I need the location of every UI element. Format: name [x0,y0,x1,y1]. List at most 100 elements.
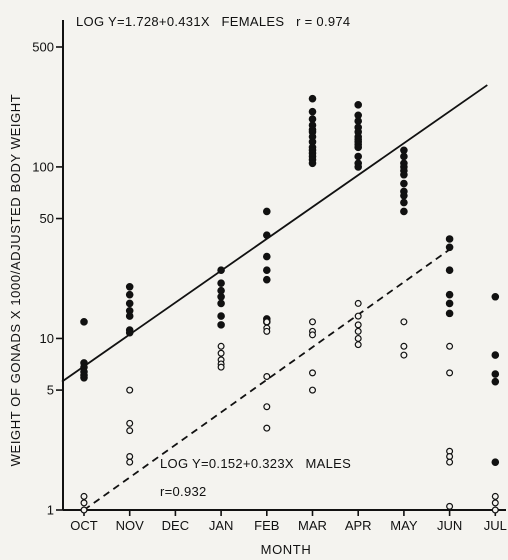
female-point [262,275,271,284]
male-point [400,351,408,359]
female-point [262,252,271,261]
data-points [80,94,500,514]
male-point [263,327,271,335]
female-point [354,163,363,171]
female-point [125,283,134,291]
male-point [354,341,362,349]
y-tick-label: 500 [32,40,54,55]
x-tick-label: MAR [298,518,327,533]
female-point [445,290,454,299]
female-point [217,292,225,301]
female-point [400,198,408,207]
male-point [309,369,317,377]
female-point [491,351,500,359]
y-tick-label: 100 [32,159,54,174]
male-point [263,403,271,411]
male-point [217,363,225,371]
x-ticks: OCT NOV DEC JAN FEB MAR APR MAY JUN JUL [70,510,507,533]
male-point [354,321,362,329]
female-point [217,321,225,329]
male-point [446,502,454,510]
male-point [217,349,225,357]
male-point [126,458,134,466]
female-point [400,152,408,161]
y-ticks: 1 5 10 50 100 500 [32,40,63,518]
female-point [400,146,408,155]
female-point [217,312,225,320]
female-point [400,170,408,179]
male-point [491,506,499,514]
female-point [445,235,454,243]
female-point [308,107,317,116]
y-tick-label: 10 [40,331,54,346]
male-point [263,373,271,381]
female-point [491,458,500,466]
x-axis-label: MONTH [261,542,312,557]
y-tick-label: 5 [47,383,54,398]
female-point [354,101,363,109]
female-point [125,328,134,337]
x-tick-label: MAY [390,518,418,533]
axes [62,20,506,511]
male-point [400,318,408,326]
male-point [80,506,88,514]
male-point [354,334,362,342]
male-r-annotation: r=0.932 [160,484,207,499]
male-point [309,318,317,326]
male-point [354,299,362,307]
female-point [445,299,454,308]
male-point [309,331,317,339]
x-tick-label: FEB [254,518,279,533]
male-point [354,327,362,335]
male-point [491,492,499,500]
female-point [217,266,225,274]
male-point [400,342,408,350]
female-point [125,290,134,299]
female-point [354,143,363,152]
male-point [446,453,454,461]
female-point [262,207,271,216]
male-point [446,458,454,466]
male-fit-annotation: LOG Y=0.152+0.323X MALES [160,456,351,471]
male-point [491,499,499,507]
female-point [400,191,408,200]
x-tick-label: DEC [162,518,189,533]
x-tick-label: APR [345,518,372,533]
male-point [217,342,225,350]
female-point [80,373,88,382]
female-point [217,279,225,287]
female-point [491,377,500,386]
female-point [400,207,408,216]
male-point [309,386,317,394]
male-point [446,369,454,377]
male-point [126,453,134,461]
x-tick-label: JUN [437,518,462,533]
female-regression-line [61,84,488,383]
female-point [308,159,317,168]
female-point [262,266,271,274]
male-point [263,318,271,326]
y-tick-label: 50 [40,211,54,226]
male-point [263,424,271,432]
male-point [126,386,134,394]
male-point [80,492,88,500]
male-regression-line [83,248,451,511]
female-point [354,117,363,125]
female-point [125,312,134,320]
female-point [262,231,271,239]
y-tick-label: 1 [47,503,54,518]
female-point [445,266,454,274]
female-point [445,309,454,318]
male-point [126,419,134,427]
female-point [491,292,500,301]
female-fit-annotation: LOG Y=1.728+0.431X FEMALES r = 0.974 [76,14,350,29]
female-point [491,370,500,378]
male-point [446,342,454,350]
x-tick-label: JUL [484,518,507,533]
female-point [125,299,134,308]
male-point [126,427,134,435]
male-point [354,312,362,320]
male-point [80,499,88,507]
y-axis-label: WEIGHT OF GONADS X 1000/ADJUSTED BODY WE… [8,94,23,467]
